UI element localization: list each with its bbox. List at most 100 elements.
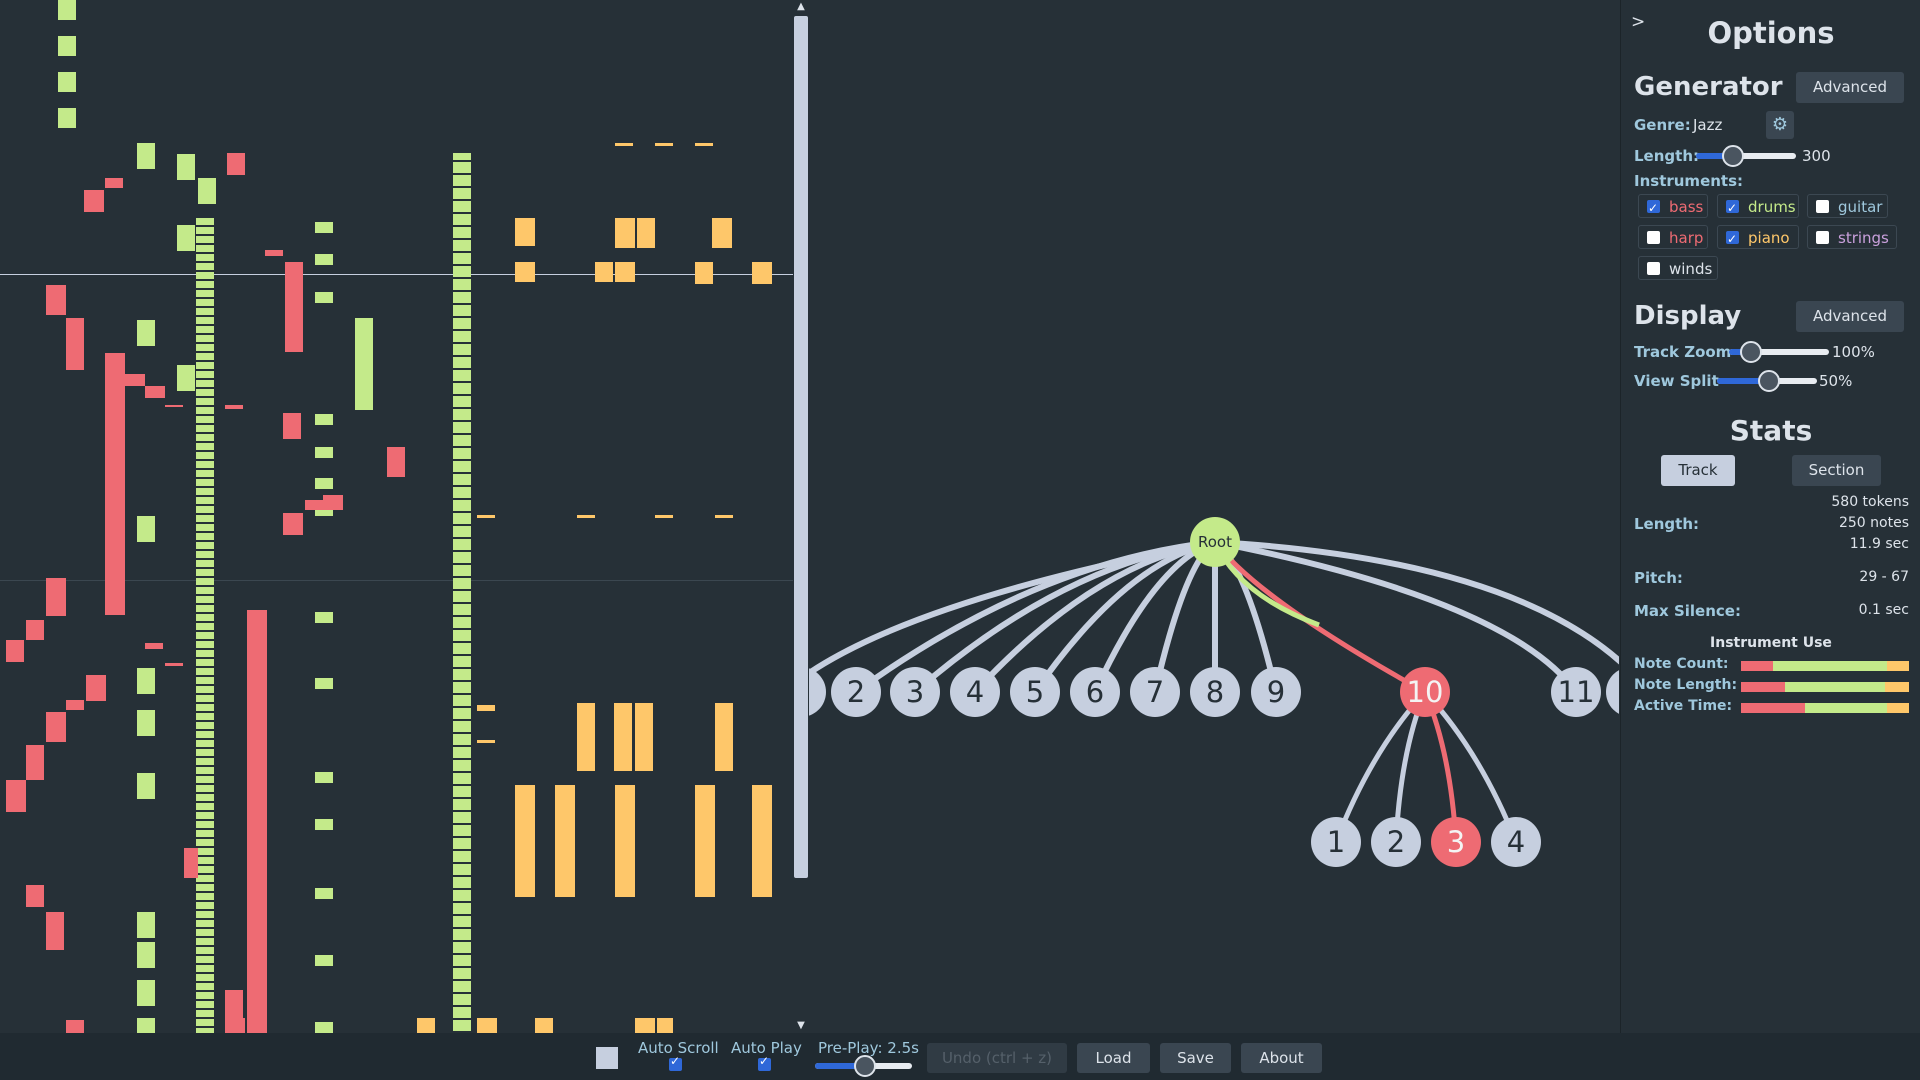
tree-node-9[interactable] (1251, 667, 1301, 717)
track-zoom-slider[interactable] (1729, 341, 1829, 363)
instrument-guitar-checkbox[interactable]: guitar (1807, 194, 1888, 218)
section-divider (0, 580, 793, 581)
tree-node-10[interactable] (1400, 667, 1450, 717)
about-button[interactable]: About (1241, 1043, 1322, 1073)
tree-node-partial[interactable] (809, 667, 826, 717)
tree-subnode-label: 4 (1507, 825, 1525, 859)
track-zoom-label: Track Zoom (1634, 343, 1732, 361)
drum-gap (196, 306, 214, 308)
view-split-slider[interactable] (1717, 370, 1817, 392)
drum-gap (453, 901, 471, 903)
piano-note (715, 703, 733, 771)
scroll-thumb[interactable] (794, 16, 808, 878)
preplay-slider[interactable] (815, 1055, 912, 1077)
collapse-panel-toggle[interactable]: > (1631, 12, 1646, 32)
drum-note (315, 678, 333, 689)
instrument-bass-checkbox[interactable]: bass (1638, 194, 1708, 220)
instrument-share-segment (1887, 703, 1909, 713)
drum-gap (196, 855, 214, 857)
drum-gap (453, 225, 471, 227)
piano-note (752, 262, 772, 284)
length-slider[interactable] (1696, 145, 1796, 167)
tree-subnode-4[interactable] (1491, 817, 1541, 867)
tree-node-4[interactable] (950, 667, 1000, 717)
tree-node-partial[interactable] (1606, 667, 1619, 717)
bass-note (305, 500, 323, 510)
bass-note (86, 675, 106, 701)
instrument-harp-checkbox[interactable]: harp (1638, 225, 1708, 249)
options-title: Options (1707, 16, 1835, 50)
tree-subnode-3[interactable] (1431, 817, 1481, 867)
tree-subnode-1[interactable] (1311, 817, 1361, 867)
genre-label: Genre: (1634, 116, 1691, 134)
tree-node-7[interactable] (1130, 667, 1180, 717)
drum-gap (453, 316, 471, 318)
bass-note (84, 190, 104, 212)
tree-node-11[interactable] (1551, 667, 1601, 717)
drum-gap (453, 186, 471, 188)
drum-gap (196, 981, 214, 983)
drum-note (315, 478, 333, 489)
drum-gap (196, 828, 214, 830)
bass-note (227, 153, 245, 175)
drum-gap (196, 468, 214, 470)
scroll-up-arrow-icon[interactable]: ▲ (797, 1, 805, 12)
undo-button[interactable]: Undo (ctrl + z) (927, 1043, 1067, 1073)
drum-gap (196, 684, 214, 686)
instrument-piano-checkbox[interactable]: piano (1717, 225, 1799, 251)
piano-note (417, 1018, 435, 1033)
tree-node-5[interactable] (1010, 667, 1060, 717)
drum-note (315, 955, 333, 966)
tree-root-node[interactable] (1190, 517, 1240, 567)
drum-gap (453, 407, 471, 409)
scroll-down-arrow-icon[interactable]: ▼ (797, 1020, 805, 1031)
display-advanced-button[interactable]: Advanced (1796, 301, 1904, 332)
piano-roll[interactable] (0, 0, 793, 1033)
tree-node-6[interactable] (1070, 667, 1120, 717)
piano-note (615, 785, 635, 897)
instrument-winds-checkbox[interactable]: winds (1638, 256, 1718, 280)
drum-gap (196, 864, 214, 866)
play-stop-button[interactable] (596, 1047, 618, 1069)
view-split-value: 50% (1819, 372, 1853, 390)
drum-gap (453, 459, 471, 461)
tree-node-8[interactable] (1190, 667, 1240, 717)
drum-gap (196, 648, 214, 650)
generator-advanced-button[interactable]: Advanced (1796, 72, 1904, 103)
save-button[interactable]: Save (1160, 1043, 1231, 1073)
tab-section[interactable]: Section (1792, 455, 1881, 486)
instrument-strings-checkbox[interactable]: strings (1807, 225, 1897, 249)
tree-edge (1214, 539, 1579, 694)
drum-gap (453, 641, 471, 643)
tree-node-3[interactable] (890, 667, 940, 717)
load-button[interactable]: Load (1077, 1043, 1150, 1073)
drum-gap (196, 774, 214, 776)
piano-note (695, 262, 713, 284)
gear-icon[interactable]: ⚙ (1766, 111, 1794, 139)
drum-gap (196, 927, 214, 929)
bass-note (323, 495, 343, 510)
piano-note (477, 1018, 497, 1033)
section-tree[interactable]: 2 3 4 5 6 7 8 9 10 11 1 2 3 4 Root (809, 0, 1619, 1033)
bass-note (46, 712, 66, 742)
drum-gap (196, 333, 214, 335)
instrument-drums-checkbox[interactable]: drums (1717, 194, 1799, 220)
bass-note (26, 885, 44, 907)
drum-gap (196, 666, 214, 668)
drum-gap (453, 745, 471, 747)
scrollbar[interactable]: ▲ ▼ (793, 0, 809, 1033)
instrument-use-heading: Instrument Use (1710, 635, 1832, 651)
piano-note (752, 785, 772, 897)
tree-node-2[interactable] (831, 667, 881, 717)
tab-track[interactable]: Track (1661, 455, 1735, 486)
drum-note (137, 1018, 155, 1033)
drum-note (137, 320, 155, 346)
tree-node-label: 4 (966, 675, 984, 709)
tree-subnode-2[interactable] (1371, 817, 1421, 867)
instrument-share-segment (1804, 703, 1888, 713)
auto-scroll-checkbox[interactable] (669, 1054, 682, 1071)
drum-note (58, 0, 76, 20)
tree-edge (809, 539, 1216, 677)
auto-play-checkbox[interactable] (758, 1054, 771, 1071)
